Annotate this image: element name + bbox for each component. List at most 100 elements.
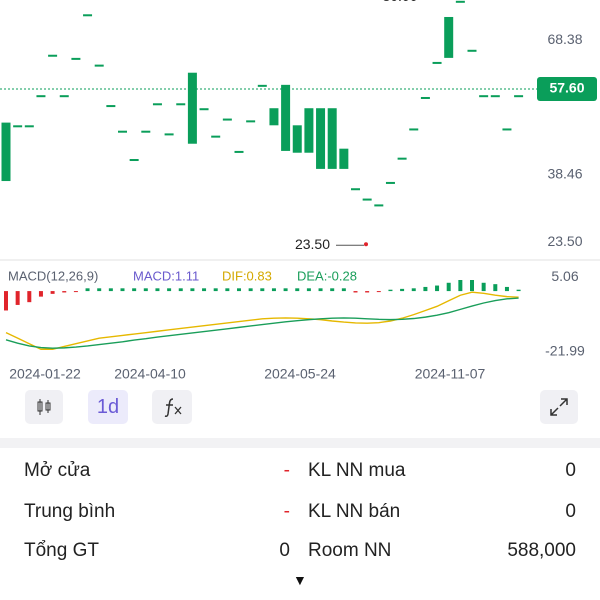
macd-bar <box>190 288 195 292</box>
info-label: KL NN bán <box>308 501 401 522</box>
dea-line <box>5 297 519 349</box>
macd-bar <box>341 288 346 292</box>
candle <box>234 150 244 153</box>
info-value: - <box>283 501 290 522</box>
info-row: Trung bình - KL NN bán 0 <box>0 497 600 527</box>
info-row: Mở cửa - KL NN mua 0 <box>0 456 600 486</box>
macd-legend: DIF:0.83 <box>222 268 272 283</box>
candle <box>490 95 500 98</box>
macd-bar <box>155 288 160 292</box>
candle <box>129 159 139 162</box>
candle <box>304 108 314 153</box>
last-price-box <box>537 76 597 101</box>
candle <box>281 84 291 151</box>
candle <box>432 61 442 64</box>
candle-type-button[interactable] <box>25 390 63 424</box>
candle <box>467 49 477 52</box>
macd-bar <box>423 286 428 292</box>
candle <box>199 108 209 111</box>
x-label: 2024-11-07 <box>415 366 486 382</box>
expand-button[interactable] <box>540 390 578 424</box>
candle <box>269 108 279 126</box>
macd-bar <box>213 288 218 292</box>
candle <box>292 125 302 153</box>
candle <box>327 108 337 169</box>
info-value: 0 <box>565 460 576 481</box>
macd-bar <box>62 291 67 293</box>
macd-bar <box>295 288 300 292</box>
macd-legend: DEA:-0.28 <box>297 268 357 283</box>
candle <box>397 157 407 160</box>
candle <box>479 95 489 98</box>
macd-bar <box>85 288 90 292</box>
y-tick-label: 38.46 <box>547 166 582 182</box>
macd-bar <box>516 289 521 292</box>
separator <box>0 438 600 448</box>
expand-icon <box>550 398 568 416</box>
interval-button[interactable]: 1d <box>88 390 128 424</box>
fx-icon <box>164 398 182 417</box>
candle <box>502 128 512 131</box>
candle <box>164 133 174 136</box>
macd-bar <box>400 288 405 292</box>
info-label: Mở cửa <box>24 460 91 481</box>
y-tick-label: 5.06 <box>551 268 578 284</box>
macd-bar <box>271 288 276 292</box>
candle <box>141 130 151 133</box>
macd-bar <box>15 291 20 305</box>
candle <box>83 14 93 17</box>
macd-bar <box>470 280 474 292</box>
info-label: Trung bình <box>24 501 116 522</box>
macd-bar <box>365 291 370 293</box>
candle <box>118 130 127 133</box>
candle <box>106 105 116 108</box>
info-value: 0 <box>565 501 576 522</box>
macd-bar <box>202 288 207 292</box>
macd-bar <box>388 289 393 292</box>
candle <box>187 72 197 144</box>
high-marker-label: 80.00 <box>382 0 417 4</box>
info-value: 588,000 <box>507 540 576 561</box>
info-row: Tổng GT 0 Room NN 588,000 <box>0 536 600 566</box>
candle <box>339 148 349 169</box>
more-arrow[interactable]: ▼ <box>293 572 307 588</box>
candle <box>420 96 430 99</box>
macd-bar <box>108 288 113 292</box>
candle <box>94 64 104 67</box>
candle <box>36 95 46 98</box>
macd-bar <box>50 291 55 294</box>
x-label: 2024-01-22 <box>9 366 81 382</box>
macd-bar <box>376 291 381 293</box>
macd-bar <box>306 288 311 292</box>
macd-bar <box>248 288 253 292</box>
indicator-button[interactable] <box>152 390 192 424</box>
candle <box>246 120 256 123</box>
candle <box>351 188 360 191</box>
y-tick-label: 68.38 <box>547 31 582 47</box>
chart: MACD(12,26,9) MACD:1.11 DIF:0.83 DEA:-0.… <box>0 0 600 382</box>
macd-bar <box>435 285 440 292</box>
y-tick-label: 23.50 <box>547 233 582 249</box>
candle <box>24 125 34 128</box>
candle <box>409 128 419 131</box>
macd-legend: MACD:1.11 <box>133 268 199 283</box>
candle <box>374 204 384 207</box>
macd-bar <box>237 288 241 292</box>
macd-bar <box>38 291 43 297</box>
macd-bar <box>446 282 451 292</box>
macd-bar <box>73 291 78 293</box>
candle-icon <box>37 399 51 415</box>
macd-bar <box>97 288 102 292</box>
macd-bar <box>167 288 172 292</box>
macd-bar <box>260 288 265 292</box>
macd-legend: MACD(12,26,9) <box>8 268 98 283</box>
candle <box>222 118 232 121</box>
last-price-label: 57.60 <box>549 80 584 96</box>
low-marker-dot <box>364 242 368 247</box>
macd-bar <box>132 288 137 292</box>
macd-bar <box>481 282 486 292</box>
x-label: 2024-04-10 <box>114 366 186 382</box>
candle <box>455 0 465 3</box>
candle <box>211 135 221 138</box>
